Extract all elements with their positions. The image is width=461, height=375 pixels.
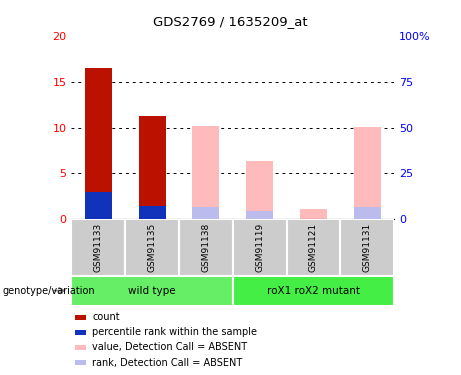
Bar — [193, 126, 219, 219]
Bar — [75, 330, 86, 334]
Bar — [246, 160, 273, 219]
Bar — [340, 219, 394, 276]
Bar — [354, 207, 381, 219]
Text: rank, Detection Call = ABSENT: rank, Detection Call = ABSENT — [92, 357, 242, 368]
Text: GDS2769 / 1635209_at: GDS2769 / 1635209_at — [153, 15, 308, 28]
Text: value, Detection Call = ABSENT: value, Detection Call = ABSENT — [92, 342, 248, 352]
Bar — [71, 276, 233, 306]
Text: GSM91131: GSM91131 — [363, 223, 372, 272]
Bar — [300, 209, 327, 219]
Bar — [193, 207, 219, 219]
Text: roX1 roX2 mutant: roX1 roX2 mutant — [267, 286, 360, 296]
Bar — [71, 219, 125, 276]
Bar — [85, 68, 112, 219]
Text: GSM91121: GSM91121 — [309, 223, 318, 272]
Text: GSM91119: GSM91119 — [255, 223, 264, 272]
Bar — [75, 360, 86, 365]
Text: count: count — [92, 312, 120, 322]
Bar — [233, 276, 394, 306]
Bar — [179, 219, 233, 276]
Text: GSM91133: GSM91133 — [94, 223, 103, 272]
Text: percentile rank within the sample: percentile rank within the sample — [92, 327, 257, 338]
Bar — [139, 206, 165, 219]
Bar — [354, 127, 381, 219]
Bar — [287, 219, 340, 276]
Bar — [139, 116, 165, 219]
Text: wild type: wild type — [128, 286, 176, 296]
Bar — [85, 192, 112, 219]
Text: genotype/variation: genotype/variation — [2, 286, 95, 296]
Bar — [246, 211, 273, 219]
Text: GSM91135: GSM91135 — [148, 223, 157, 272]
Text: GSM91138: GSM91138 — [201, 223, 210, 272]
Bar — [125, 219, 179, 276]
Bar — [75, 315, 86, 320]
Bar — [75, 345, 86, 350]
Bar — [233, 219, 287, 276]
